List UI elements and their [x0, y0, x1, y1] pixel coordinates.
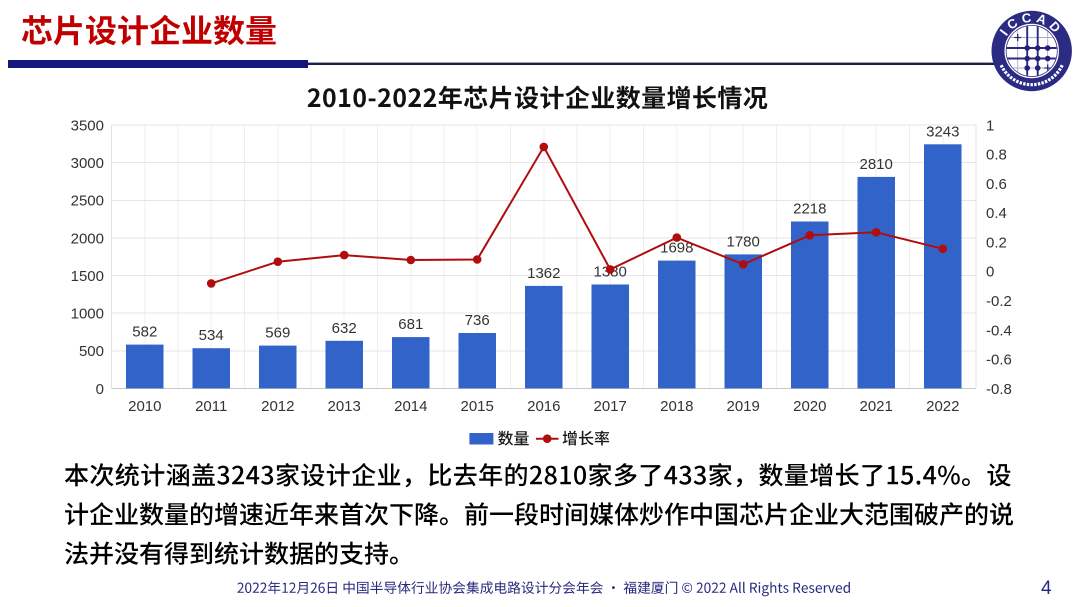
svg-text:2000: 2000 — [71, 230, 104, 247]
svg-text:2012: 2012 — [261, 398, 294, 415]
svg-text:1: 1 — [986, 117, 994, 134]
svg-text:2018: 2018 — [660, 398, 693, 415]
svg-text:681: 681 — [398, 316, 423, 333]
svg-text:2014: 2014 — [394, 398, 427, 415]
svg-text:2019: 2019 — [727, 398, 760, 415]
svg-text:2020: 2020 — [793, 398, 826, 415]
svg-text:-0.4: -0.4 — [986, 322, 1012, 339]
svg-text:-0.2: -0.2 — [986, 293, 1012, 310]
svg-text:2011: 2011 — [195, 398, 227, 415]
svg-text:-0.8: -0.8 — [986, 381, 1012, 398]
svg-text:0.2: 0.2 — [986, 235, 1007, 252]
svg-text:632: 632 — [332, 320, 357, 337]
svg-text:0.6: 0.6 — [986, 176, 1007, 193]
svg-text:-0.6: -0.6 — [986, 352, 1012, 369]
svg-text:3500: 3500 — [71, 117, 104, 134]
svg-text:2500: 2500 — [71, 193, 104, 210]
svg-text:2010: 2010 — [128, 398, 161, 415]
svg-text:2021: 2021 — [860, 398, 893, 415]
svg-text:500: 500 — [79, 343, 104, 360]
svg-text:569: 569 — [265, 325, 290, 342]
svg-text:0.4: 0.4 — [986, 205, 1007, 222]
svg-text:0: 0 — [96, 381, 104, 398]
svg-text:1698: 1698 — [660, 240, 693, 257]
svg-text:1780: 1780 — [727, 233, 760, 250]
svg-text:0.8: 0.8 — [986, 147, 1007, 164]
svg-text:1362: 1362 — [527, 265, 560, 282]
svg-text:582: 582 — [132, 324, 157, 341]
svg-text:3243: 3243 — [926, 123, 959, 140]
svg-text:2218: 2218 — [793, 201, 826, 218]
svg-text:2016: 2016 — [527, 398, 560, 415]
svg-text:4: 4 — [1041, 578, 1052, 599]
svg-text:736: 736 — [465, 312, 490, 329]
svg-text:534: 534 — [199, 327, 224, 344]
svg-text:2017: 2017 — [594, 398, 627, 415]
svg-text:1500: 1500 — [71, 268, 104, 285]
svg-text:2013: 2013 — [328, 398, 361, 415]
svg-text:3000: 3000 — [71, 155, 104, 172]
svg-text:2022: 2022 — [926, 398, 959, 415]
svg-text:0: 0 — [986, 264, 994, 281]
svg-text:1000: 1000 — [71, 306, 104, 323]
svg-text:2015: 2015 — [461, 398, 494, 415]
svg-text:2810: 2810 — [860, 156, 893, 173]
